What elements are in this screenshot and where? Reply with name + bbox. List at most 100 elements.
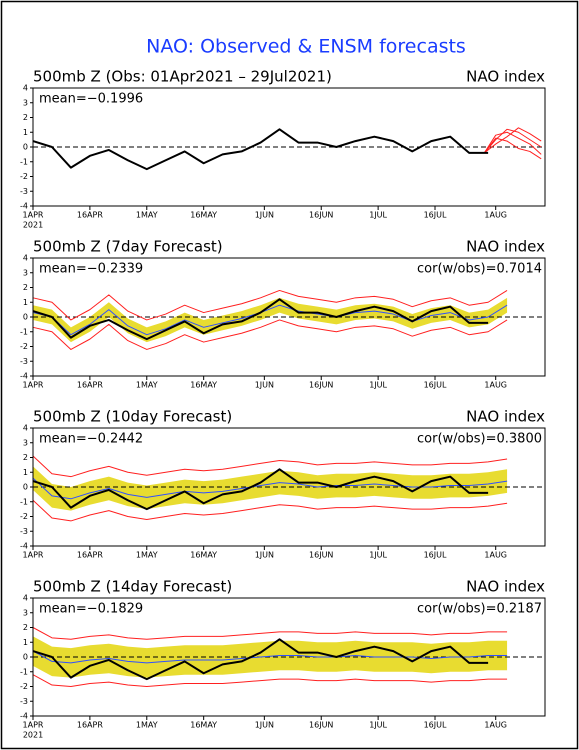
x-tick-label: 16MAY — [190, 211, 217, 220]
y-tick-label: -4 — [20, 542, 28, 551]
y-tick-label: -1 — [20, 327, 28, 336]
x-tick-label: 16JUL — [424, 721, 447, 730]
mean-label: mean=−0.2442 — [39, 432, 143, 447]
y-tick-label: -2 — [20, 512, 28, 521]
y-tick-label: 4 — [23, 84, 28, 93]
y-tick-label: -4 — [20, 712, 28, 721]
x-tick-label: 1MAY — [136, 211, 158, 220]
x-tick-label: 1AUG — [484, 381, 507, 390]
x-tick-label: 16JUN — [309, 211, 333, 220]
y-tick-label: -2 — [20, 172, 28, 181]
y-tick-label: -3 — [20, 187, 28, 196]
y-tick-label: 1 — [23, 128, 28, 137]
label-bg — [36, 260, 156, 276]
y-tick-label: 3 — [23, 98, 28, 107]
y-tick-label: 2 — [23, 283, 28, 292]
y-tick-label: 0 — [23, 483, 28, 492]
y-tick-label: 0 — [23, 653, 28, 662]
x-tick-label: 1JUN — [255, 381, 274, 390]
x-tick-label: 1JUL — [369, 211, 387, 220]
x-tick-label: 1AUG — [484, 211, 507, 220]
y-tick-label: -4 — [20, 372, 28, 381]
x-tick-label: 1JUN — [255, 721, 274, 730]
series-line — [32, 128, 489, 171]
y-tick-label: 3 — [23, 268, 28, 277]
x-tick-label: 16APR — [77, 211, 103, 220]
panel-right-title: NAO index — [466, 238, 545, 256]
x-tick-label: 1JUL — [369, 721, 387, 730]
y-tick-label: -1 — [20, 157, 28, 166]
x-tick-label: 1APR — [23, 551, 44, 560]
x-tick-label: 16JUL — [424, 381, 447, 390]
series-line — [32, 477, 508, 500]
y-tick-label: -4 — [20, 202, 28, 211]
mean-label: mean=−0.1829 — [39, 602, 143, 617]
series-line — [483, 128, 542, 154]
panel-title: 500mb Z (10day Forecast) — [33, 408, 232, 426]
mean-label: mean=−0.2339 — [39, 262, 143, 277]
series-line — [32, 455, 508, 478]
x-tick-label: 16APR — [77, 381, 103, 390]
x-tick-label: 1MAY — [136, 721, 158, 730]
x-tick-label: 1APR — [23, 211, 44, 220]
x-tick-label: 1APR — [23, 721, 44, 730]
series-line — [483, 137, 542, 160]
cor-label: cor(w/obs)=0.2187 — [417, 602, 542, 617]
y-tick-label: -2 — [20, 342, 28, 351]
y-tick-label: -2 — [20, 682, 28, 691]
y-tick-label: 0 — [23, 143, 28, 152]
y-tick-label: -1 — [20, 667, 28, 676]
y-tick-label: 2 — [23, 623, 28, 632]
series-line — [32, 674, 508, 687]
x-tick-label: 16APR — [77, 721, 103, 730]
x-year-label: 2021 — [23, 731, 43, 740]
series-line — [32, 627, 508, 640]
x-tick-label: 1JUN — [255, 551, 274, 560]
x-tick-label: 1APR — [23, 381, 44, 390]
y-tick-label: 3 — [23, 438, 28, 447]
x-tick-label: 16JUN — [309, 551, 333, 560]
y-tick-label: 3 — [23, 608, 28, 617]
y-tick-label: 0 — [23, 313, 28, 322]
y-tick-label: 4 — [23, 424, 28, 433]
label-bg — [392, 600, 542, 616]
spread-band — [33, 636, 508, 678]
series-line — [32, 499, 508, 522]
x-tick-label: 1JUN — [255, 211, 274, 220]
label-bg — [36, 600, 156, 616]
y-tick-label: 2 — [23, 113, 28, 122]
series-line — [32, 638, 489, 681]
x-tick-label: 1MAY — [136, 381, 158, 390]
label-bg — [392, 430, 542, 446]
y-tick-label: 4 — [23, 594, 28, 603]
spread-band — [33, 297, 508, 343]
panel-right-title: NAO index — [466, 408, 545, 426]
cor-label: cor(w/obs)=0.7014 — [417, 262, 542, 277]
x-tick-label: 16MAY — [190, 381, 217, 390]
page-title: NAO: Observed & ENSM forecasts — [146, 36, 466, 58]
label-bg — [392, 260, 542, 276]
panel-right-title: NAO index — [466, 68, 545, 86]
y-tick-label: 4 — [23, 254, 28, 263]
y-tick-label: -3 — [20, 697, 28, 706]
x-tick-label: 1JUL — [369, 551, 387, 560]
y-tick-label: -1 — [20, 497, 28, 506]
y-tick-label: 1 — [23, 468, 28, 477]
y-tick-label: -3 — [20, 357, 28, 366]
series-line — [484, 127, 542, 154]
cor-label: cor(w/obs)=0.3800 — [417, 432, 542, 447]
panel-title: 500mb Z (14day Forecast) — [33, 578, 232, 596]
series-line — [32, 298, 489, 341]
x-tick-label: 16APR — [77, 551, 103, 560]
x-tick-label: 1AUG — [484, 551, 507, 560]
y-tick-label: 1 — [23, 638, 28, 647]
series-line — [32, 319, 508, 350]
y-tick-label: 1 — [23, 298, 28, 307]
x-tick-label: 16JUN — [309, 381, 333, 390]
x-year-label: 2021 — [23, 221, 43, 230]
label-bg — [36, 90, 156, 106]
x-tick-label: 16JUL — [424, 211, 447, 220]
x-tick-label: 16MAY — [190, 721, 217, 730]
